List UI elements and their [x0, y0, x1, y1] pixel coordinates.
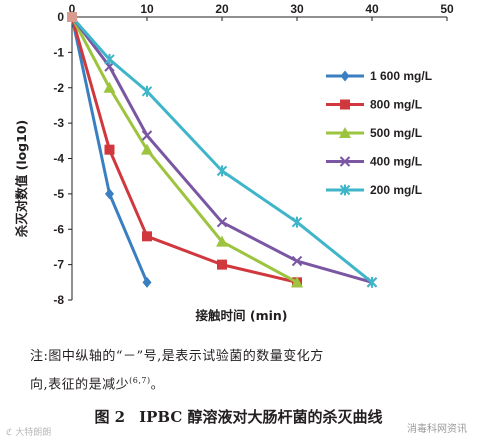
diamond-marker [105, 188, 114, 200]
x-tick-label: 30 [290, 2, 304, 16]
figure-title: IPBC 醇溶液对大肠杆菌的杀灭曲线 [139, 408, 383, 426]
data-point [216, 235, 228, 247]
data-point [105, 188, 114, 200]
x-axis-title: 接触时间 (min) [196, 308, 288, 323]
legend-label: 400 mg/L [370, 155, 422, 169]
data-point [217, 259, 227, 270]
figure-caption: 图 2 IPBC 醇溶液对大肠杆菌的杀灭曲线 [0, 406, 477, 427]
legend: 1 600 mg/L 800 mg/L 500 mg/L 400 mg/L 200 mg… [326, 69, 432, 197]
data-point [291, 216, 303, 228]
series-line [70, 16, 373, 284]
x-tick-label: 0 [69, 2, 76, 16]
x-marker-stroke [291, 255, 303, 267]
watermark-left: ℭ 大特朗朗 [6, 428, 52, 438]
legend-label: 200 mg/L [370, 183, 422, 197]
data-point [366, 276, 378, 288]
data-point [104, 53, 115, 65]
legend-label: 1 600 mg/L [370, 69, 432, 83]
y-axis-title: 杀灭对数值 (log10) [14, 120, 29, 238]
data-point [339, 156, 351, 167]
figure-number: 图 2 [94, 408, 126, 426]
note-line-1: 注:图中纵轴的“－”号,是表示试验菌的数量变化方 [30, 349, 324, 364]
series-5 [67, 12, 378, 288]
data-point [340, 70, 350, 82]
data-point [291, 255, 303, 267]
y-tick-label: -7 [53, 258, 64, 272]
x-marker-stroke [216, 216, 228, 228]
y-tick-label: -5 [53, 187, 64, 201]
legend-item: 200 mg/L [326, 183, 422, 197]
x-tick-label: 10 [140, 2, 154, 16]
data-point [340, 99, 350, 110]
diamond-marker [142, 276, 152, 288]
x-tick-label: 20 [215, 2, 229, 16]
note-line-2-end: 。 [150, 377, 165, 393]
data-point [104, 144, 115, 155]
y-tick-label: -6 [53, 222, 64, 236]
note-reference: (6,7) [129, 376, 151, 385]
x-tick-label: 40 [365, 2, 379, 16]
data-point [141, 85, 153, 97]
y-tick-label: -2 [53, 81, 64, 95]
square-marker [217, 259, 227, 270]
y-tick-label: -3 [53, 116, 64, 130]
diamond-marker [340, 70, 350, 82]
legend-label: 800 mg/L [370, 98, 422, 112]
triangle-marker [141, 143, 153, 155]
x-marker-stroke [339, 156, 351, 167]
data-point [103, 81, 116, 93]
watermark-right: 消毒科网资讯 [407, 424, 467, 435]
data-point [142, 231, 152, 242]
data-point [291, 276, 303, 288]
y-tick-label: -1 [53, 45, 64, 59]
triangle-marker [216, 235, 228, 247]
series-layer [67, 12, 378, 288]
y-tick-label: 0 [57, 10, 64, 24]
data-point [141, 130, 153, 141]
x-marker-stroke [141, 130, 153, 141]
legend-item: 500 mg/L [326, 126, 422, 140]
figure-note: 注:图中纵轴的“－”号,是表示试验菌的数量变化方 向,表征的是减少(6,7)。 [30, 345, 460, 397]
data-point [339, 184, 351, 196]
square-marker [142, 231, 152, 242]
legend-item: 800 mg/L [326, 98, 422, 112]
triangle-marker [339, 127, 351, 138]
x-tick-label: 50 [440, 2, 454, 16]
triangle-marker [103, 81, 116, 93]
y-tick-label: -4 [53, 152, 64, 166]
legend-item: 1 600 mg/L [326, 69, 432, 83]
chart: 0 10 20 30 40 50 0 -1 -2 -3 -4 -5 -6 -7 -8 接触时间 (min) 杀灭… [14, 2, 454, 323]
series-line [70, 16, 373, 284]
data-point [216, 216, 228, 228]
legend-item: 400 mg/L [326, 155, 422, 169]
data-point [216, 165, 228, 177]
data-point [142, 276, 152, 288]
axes: 0 10 20 30 40 50 0 -1 -2 -3 -4 -5 -6 -7 -8 接触时间 (min) 杀灭… [14, 2, 454, 323]
legend-label: 500 mg/L [370, 126, 422, 140]
data-point [141, 143, 153, 155]
y-tick-label: -8 [53, 293, 64, 307]
note-line-2: 向,表征的是减少 [30, 377, 130, 393]
square-marker [340, 99, 350, 110]
data-point [339, 127, 351, 138]
triangle-marker [291, 276, 303, 288]
origin-marker [67, 12, 77, 22]
square-marker [104, 144, 115, 155]
